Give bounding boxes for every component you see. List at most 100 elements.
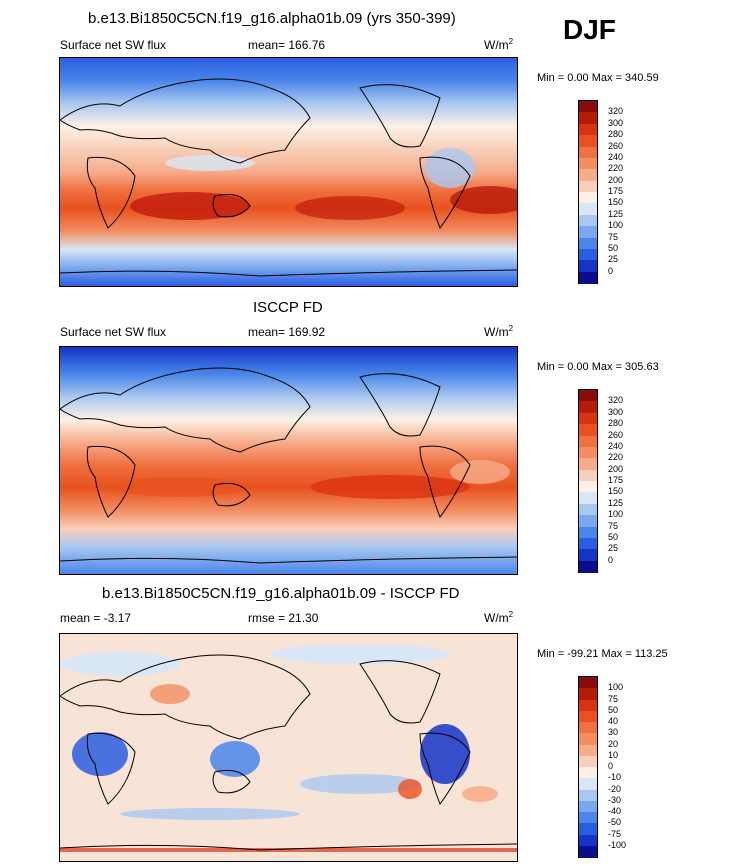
colorbar-tick-label: 25 — [608, 543, 619, 554]
colorbar-swatch — [579, 549, 597, 562]
panel-1-colorbar — [578, 100, 598, 284]
colorbar-tick-label: 50 — [608, 531, 619, 542]
colorbar-tick-label: 175 — [608, 186, 624, 196]
panel-1-mean-label: mean= 166.76 — [248, 38, 326, 52]
colorbar-tick-label: 200 — [608, 463, 624, 474]
season-label: DJF — [563, 14, 616, 45]
colorbar-tick-label: 150 — [608, 197, 624, 208]
colorbar-tick-label: 200 — [608, 174, 624, 185]
colorbar-tick-label: -40 — [608, 806, 622, 816]
colorbar-tick-label: 260 — [608, 140, 624, 151]
colorbar-tick-label: 280 — [608, 129, 624, 140]
colorbar-swatch — [579, 722, 597, 734]
colorbar-tick-label: -50 — [608, 817, 622, 828]
colorbar-swatch — [579, 481, 597, 493]
colorbar-swatch — [579, 812, 597, 824]
colorbar-tick-label: 320 — [608, 106, 624, 117]
panel-1-units: W/m2 — [484, 37, 514, 52]
colorbar-tick-label: 0 — [608, 265, 614, 276]
colorbar-swatch — [579, 226, 597, 238]
colorbar-tick-label: 30 — [608, 727, 619, 738]
colorbar-swatch — [579, 435, 597, 448]
colorbar-swatch — [579, 112, 597, 125]
colorbar-swatch — [579, 123, 597, 136]
colorbar-tick-label: 10 — [608, 749, 619, 760]
colorbar-tick-label: 125 — [608, 208, 624, 219]
panel-2-minmax: Min = 0.00 Max = 305.63 — [537, 361, 659, 373]
colorbar-swatch — [579, 845, 597, 858]
panel-1-title: b.e13.Bi1850C5CN.f19_g16.alpha01b.09 (yr… — [88, 10, 456, 27]
panel-2-colorbar-labels: 320 300 280 260 240 220 200 175 150 125 100 75 50 25 0 — [608, 389, 648, 573]
colorbar-tick-label: 320 — [608, 395, 624, 406]
colorbar-swatch — [579, 390, 597, 402]
panel-3-mean-label: mean = -3.17 — [60, 611, 132, 625]
colorbar-tick-label: 240 — [608, 151, 624, 162]
colorbar-tick-label: 50 — [608, 704, 619, 715]
colorbar-tick-label: 75 — [608, 231, 619, 242]
colorbar-swatch — [579, 800, 597, 813]
colorbar-swatch — [579, 192, 597, 204]
colorbar-swatch — [579, 271, 597, 284]
colorbar-tick-label: 100 — [608, 509, 624, 520]
colorbar-swatch — [579, 560, 597, 573]
colorbar-swatch — [579, 744, 597, 757]
colorbar-swatch — [579, 203, 597, 216]
panel-1-minmax: Min = 0.00 Max = 340.59 — [537, 72, 659, 84]
colorbar-swatch — [579, 733, 597, 745]
colorbar-swatch — [579, 146, 597, 159]
colorbar-tick-label: 220 — [608, 163, 624, 174]
panel-2-variable-label: Surface net SW flux — [60, 325, 167, 339]
panel-1-colorbar-labels: 320 300 280 260 240 220 200 175 150 125 100 75 50 25 0 — [608, 100, 648, 284]
colorbar-tick-label: 260 — [608, 429, 624, 440]
colorbar-tick-label: 50 — [608, 242, 619, 253]
colorbar-tick-label: -75 — [608, 828, 622, 839]
colorbar-tick-label: 25 — [608, 254, 619, 265]
colorbar-swatch — [579, 424, 597, 436]
colorbar-tick-label: 75 — [608, 520, 619, 531]
colorbar-tick-label: 100 — [608, 220, 624, 231]
colorbar-swatch — [579, 214, 597, 227]
colorbar-swatch — [579, 537, 597, 550]
colorbar-swatch — [579, 789, 597, 802]
colorbar-swatch — [579, 526, 597, 539]
colorbar-tick-label: -30 — [608, 794, 622, 805]
colorbar-swatch — [579, 469, 597, 482]
colorbar-tick-label: 0 — [608, 554, 614, 565]
colorbar-swatch — [579, 135, 597, 147]
colorbar-tick-label: -20 — [608, 783, 622, 794]
colorbar-swatch — [579, 767, 597, 779]
colorbar-tick-label: -100 — [608, 839, 627, 850]
panel-3-rmse-label: rmse = 21.30 — [248, 611, 319, 625]
colorbar-swatch — [579, 101, 597, 113]
colorbar-swatch — [579, 157, 597, 170]
colorbar-swatch — [579, 677, 597, 689]
colorbar-swatch — [579, 688, 597, 700]
colorbar-swatch — [579, 503, 597, 516]
colorbar-swatch — [579, 778, 597, 790]
colorbar-tick-label: 300 — [608, 406, 624, 417]
panel-2-map — [59, 346, 518, 575]
colorbar-swatch — [579, 492, 597, 505]
panel-3-colorbar — [578, 676, 598, 858]
panel-1-map — [59, 57, 518, 287]
colorbar-swatch — [579, 169, 597, 182]
panel-2-units: W/m2 — [484, 324, 514, 339]
colorbar-tick-label: 125 — [608, 497, 624, 508]
colorbar-swatch — [579, 458, 597, 471]
panel-3-colorbar-labels: 100 75 50 40 30 20 10 0 -10 -20 -30 -40 -50 -75 -100 — [608, 676, 648, 860]
colorbar-swatch — [579, 755, 597, 768]
colorbar-swatch — [579, 180, 597, 193]
colorbar-tick-label: -10 — [608, 772, 622, 783]
panel-3-units: W/m2 — [484, 610, 514, 625]
colorbar-tick-label: 220 — [608, 452, 624, 463]
panel-2-mean-label: mean= 169.92 — [248, 325, 326, 339]
colorbar-swatch — [579, 446, 597, 459]
colorbar-tick-label: 280 — [608, 418, 624, 429]
colorbar-swatch — [579, 834, 597, 847]
panel-1-variable-label: Surface net SW flux — [60, 38, 167, 52]
colorbar-tick-label: 100 — [608, 682, 624, 693]
colorbar-tick-label: 40 — [608, 716, 619, 726]
colorbar-swatch — [579, 515, 597, 527]
panel-2-colorbar — [578, 389, 598, 573]
colorbar-tick-label: 20 — [608, 738, 619, 749]
